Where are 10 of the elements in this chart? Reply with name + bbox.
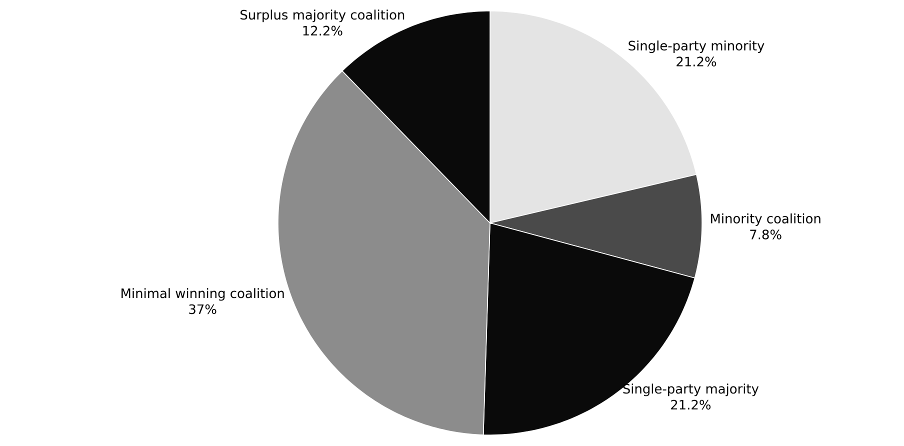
slice-label: Single-party minority (628, 40, 764, 54)
slice-label: Single-party majority (623, 384, 759, 396)
slice-label: Minority coalition (711, 213, 820, 226)
data-label: 37% (189, 304, 216, 314)
data-label: 12.2% (303, 26, 342, 36)
data-label: 21.2% (676, 56, 716, 66)
data-label: 7.8% (750, 230, 782, 240)
data-label: 21.2% (671, 400, 711, 410)
slice-label: Minimal winning coalition (122, 288, 284, 301)
slice-label: Surplus majority coalition (240, 10, 404, 22)
